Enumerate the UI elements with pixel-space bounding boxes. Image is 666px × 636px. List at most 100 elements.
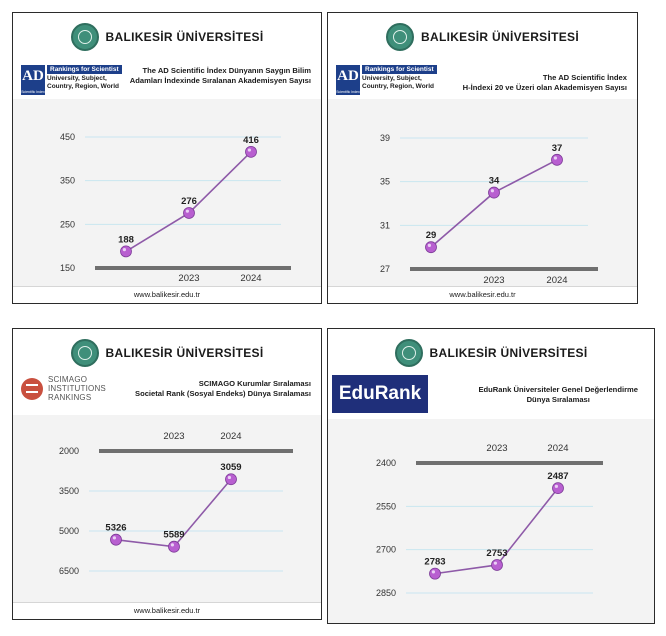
panel-description: SCIMAGO Kurumlar Sıralaması Societal Ran… xyxy=(135,379,311,399)
scimago-line: RANKINGS xyxy=(48,393,92,402)
university-banner: BALIKESİR ÜNİVERSİTESİ xyxy=(13,339,321,367)
university-seal-icon xyxy=(386,23,415,51)
y-tick-label: 2000 xyxy=(59,446,79,456)
ad-scientific-index-logo: AD Scientific Index Rankings for Scientis… xyxy=(21,65,122,95)
x-tick-label: 2024 xyxy=(220,431,241,442)
scimago-line: INSTITUTIONS xyxy=(48,384,106,393)
ad-line: University, Subject, xyxy=(47,75,107,82)
panel-description: The AD Scientific İndex H-İndexi 20 ve Ü… xyxy=(463,73,627,93)
y-tick-label: 250 xyxy=(60,219,75,229)
data-point-highlight xyxy=(554,484,558,488)
description-line: Adamları İndexinde Sıralanan Akademisyen… xyxy=(129,76,311,85)
y-tick-label: 27 xyxy=(380,264,390,274)
scimago-building-icon xyxy=(21,377,43,400)
ad-letters: AD xyxy=(22,68,44,84)
university-name: BALIKESİR ÜNİVERSİTESİ xyxy=(105,346,264,360)
data-point-highlight xyxy=(170,543,174,547)
description-line: H-İndexi 20 ve Üzeri olan Akademisyen Sa… xyxy=(462,83,627,92)
ad-small-text: Scientific Index xyxy=(21,90,45,94)
description-line: Societal Rank (Sosyal Endeks) Dünya Sıra… xyxy=(135,389,311,398)
x-tick-label: 2024 xyxy=(547,443,568,454)
ad-letters: AD xyxy=(337,68,359,84)
x-tick-label: 2024 xyxy=(240,273,261,284)
edurank-logo-text: EduRank xyxy=(338,383,422,404)
panel-scimago-societal: BALIKESİR ÜNİVERSİTESİ SCIMAGO INSTITUTI… xyxy=(12,328,322,620)
data-point xyxy=(110,533,122,546)
data-point xyxy=(488,186,500,199)
data-point-highlight xyxy=(490,189,494,193)
panel-header: BALIKESİR ÜNİVERSİTESİ SCIMAGO INSTITUTI… xyxy=(13,329,321,415)
description-line: Dünya Sıralaması xyxy=(526,395,590,404)
data-label: 2487 xyxy=(547,471,568,482)
x-tick-label: 2024 xyxy=(546,275,567,286)
data-label: 3059 xyxy=(220,462,241,473)
y-tick-label: 150 xyxy=(60,263,75,273)
data-point xyxy=(491,559,503,571)
y-tick-label: 3500 xyxy=(59,486,79,496)
y-tick-label: 6500 xyxy=(59,566,79,576)
data-point xyxy=(429,567,441,580)
data-point xyxy=(552,482,564,495)
x-tick-label: 2023 xyxy=(163,431,184,442)
data-label: 37 xyxy=(552,143,563,154)
data-point-highlight xyxy=(185,209,189,213)
panel-header: BALIKESİR ÜNİVERSİTESİ AD Scientific Inde… xyxy=(328,13,637,99)
panel-description: The AD Scientific İndex Dünyanın Saygın … xyxy=(130,66,311,86)
data-point-highlight xyxy=(431,570,435,574)
y-tick-label: 450 xyxy=(60,132,75,142)
footer-url: www.balikesir.edu.tr xyxy=(13,602,321,619)
y-tick-label: 2400 xyxy=(376,458,396,468)
y-tick-label: 35 xyxy=(380,177,390,187)
data-point xyxy=(183,207,195,219)
data-point xyxy=(551,153,563,166)
panel-description: EduRank Üniversiteler Genel Değerlendirm… xyxy=(478,385,638,405)
y-tick-label: 2850 xyxy=(376,588,396,598)
edurank-logo: EduRank xyxy=(332,375,428,413)
university-name: BALIKESİR ÜNİVERSİTESİ xyxy=(421,30,579,44)
y-tick-label: 2700 xyxy=(376,545,396,555)
data-label: 188 xyxy=(118,234,134,245)
panel-ad-hindex-count: BALIKESİR ÜNİVERSİTESİ AD Scientific Inde… xyxy=(327,12,638,304)
data-point xyxy=(168,540,180,553)
ad-line: University, Subject, xyxy=(362,75,422,82)
chart-scimago-societal: 2000 3500 5000 6500 2023 2024 5326 5589 3059 xyxy=(59,431,293,576)
university-seal-icon xyxy=(70,339,99,367)
description-line: EduRank Üniversiteler Genel Değerlendirm… xyxy=(478,385,638,394)
y-tick-label: 2550 xyxy=(376,501,396,511)
university-name: BALIKESİR ÜNİVERSİTESİ xyxy=(429,346,588,360)
scimago-logo: SCIMAGO INSTITUTIONS RANKINGS xyxy=(21,375,106,402)
data-point-highlight xyxy=(122,248,126,252)
footer-url: www.balikesir.edu.tr xyxy=(328,286,637,303)
chart-ad-index-count: 450 350 250 150 2023 2024 188 276 416 xyxy=(60,132,291,284)
series-line xyxy=(430,159,558,248)
ad-logo-box: AD Scientific Index xyxy=(21,65,45,95)
data-label: 416 xyxy=(243,135,259,146)
university-banner: BALIKESİR ÜNİVERSİTESİ xyxy=(13,23,321,51)
x-tick-label: 2023 xyxy=(486,443,507,454)
data-point xyxy=(245,145,257,158)
ad-tag: Rankings for Scientist xyxy=(362,65,437,74)
data-point xyxy=(225,473,237,486)
y-tick-label: 5000 xyxy=(59,526,79,536)
y-tick-label: 39 xyxy=(380,133,390,143)
university-seal-icon xyxy=(394,339,423,367)
data-label: 2753 xyxy=(486,548,507,559)
data-point-highlight xyxy=(493,561,497,565)
panel-ad-index-count: BALIKESİR ÜNİVERSİTESİ AD Scientific Inde… xyxy=(12,12,322,304)
data-label: 5589 xyxy=(163,530,184,541)
data-point xyxy=(425,241,437,254)
panel-edurank: BALIKESİR ÜNİVERSİTESİ EduRank EduRank Ü… xyxy=(327,328,655,624)
ad-line: Country, Region, World xyxy=(362,82,434,90)
university-banner: BALIKESİR ÜNİVERSİTESİ xyxy=(328,339,654,367)
data-point-highlight xyxy=(427,243,431,247)
description-line: SCIMAGO Kurumlar Sıralaması xyxy=(198,379,311,388)
data-label: 34 xyxy=(489,176,500,187)
description-line: The AD Scientific İndex Dünyanın Saygın … xyxy=(142,66,312,75)
panel-header: BALIKESİR ÜNİVERSİTESİ AD Scientific Inde… xyxy=(13,13,321,99)
university-seal-icon xyxy=(70,23,99,51)
data-label: 5326 xyxy=(105,523,126,534)
y-tick-label: 350 xyxy=(60,176,75,186)
description-line: The AD Scientific İndex xyxy=(542,73,627,82)
scimago-line: SCIMAGO xyxy=(48,375,88,384)
ad-small-text: Scientific Index xyxy=(336,90,360,94)
